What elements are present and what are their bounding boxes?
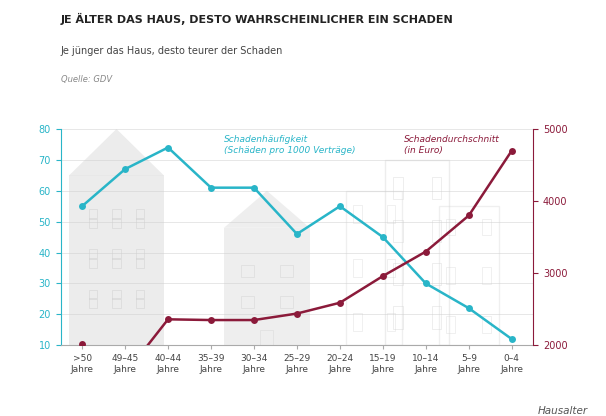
Text: Quelle: GDV: Quelle: GDV bbox=[61, 75, 112, 84]
Bar bbox=[261, 330, 273, 345]
Bar bbox=[482, 219, 491, 235]
Bar bbox=[241, 296, 254, 308]
Text: Hausalter: Hausalter bbox=[538, 406, 588, 416]
Bar bbox=[88, 298, 97, 300]
Bar bbox=[88, 258, 97, 260]
Bar bbox=[482, 316, 491, 333]
Bar bbox=[88, 250, 97, 268]
Bar bbox=[88, 218, 97, 220]
Bar bbox=[431, 220, 441, 242]
Bar bbox=[446, 267, 455, 284]
Bar bbox=[347, 191, 402, 345]
Bar bbox=[387, 259, 395, 277]
Bar bbox=[88, 290, 97, 308]
Bar bbox=[136, 258, 144, 260]
Bar bbox=[136, 298, 144, 300]
Text: JE ÄLTER DAS HAUS, DESTO WAHRSCHEINLICHER EIN SCHADEN: JE ÄLTER DAS HAUS, DESTO WAHRSCHEINLICHE… bbox=[61, 12, 453, 25]
Bar bbox=[112, 218, 121, 220]
Bar bbox=[482, 267, 491, 284]
Bar bbox=[280, 296, 293, 308]
Bar bbox=[112, 209, 121, 228]
Bar bbox=[353, 205, 362, 223]
Bar bbox=[353, 259, 362, 277]
Bar bbox=[112, 258, 121, 260]
Bar bbox=[136, 290, 144, 308]
Text: Schadenhäufigkeit
(Schäden pro 1000 Verträge): Schadenhäufigkeit (Schäden pro 1000 Vert… bbox=[224, 135, 355, 154]
Bar bbox=[446, 219, 455, 235]
Bar bbox=[431, 263, 441, 285]
Bar bbox=[136, 250, 144, 268]
Bar bbox=[136, 218, 144, 220]
Bar bbox=[393, 176, 403, 199]
Bar bbox=[446, 316, 455, 333]
Bar bbox=[136, 209, 144, 228]
Bar bbox=[431, 306, 441, 329]
Bar bbox=[393, 306, 403, 329]
Bar bbox=[69, 175, 164, 345]
Bar bbox=[393, 220, 403, 242]
Polygon shape bbox=[224, 191, 310, 228]
Text: Schadendurchschnitt
(in Euro): Schadendurchschnitt (in Euro) bbox=[404, 135, 500, 154]
Bar bbox=[112, 250, 121, 268]
Bar bbox=[387, 205, 395, 223]
Bar bbox=[280, 265, 293, 277]
Polygon shape bbox=[69, 129, 164, 175]
Bar bbox=[241, 265, 254, 277]
Bar bbox=[431, 176, 441, 199]
Text: Je jünger das Haus, desto teurer der Schaden: Je jünger das Haus, desto teurer der Sch… bbox=[61, 46, 283, 56]
Bar bbox=[112, 290, 121, 308]
Bar bbox=[385, 160, 450, 345]
Bar bbox=[393, 263, 403, 285]
Bar bbox=[387, 313, 395, 332]
Bar bbox=[353, 313, 362, 332]
Bar bbox=[439, 206, 499, 345]
Bar bbox=[88, 209, 97, 228]
Bar bbox=[112, 298, 121, 300]
Bar bbox=[224, 228, 310, 345]
